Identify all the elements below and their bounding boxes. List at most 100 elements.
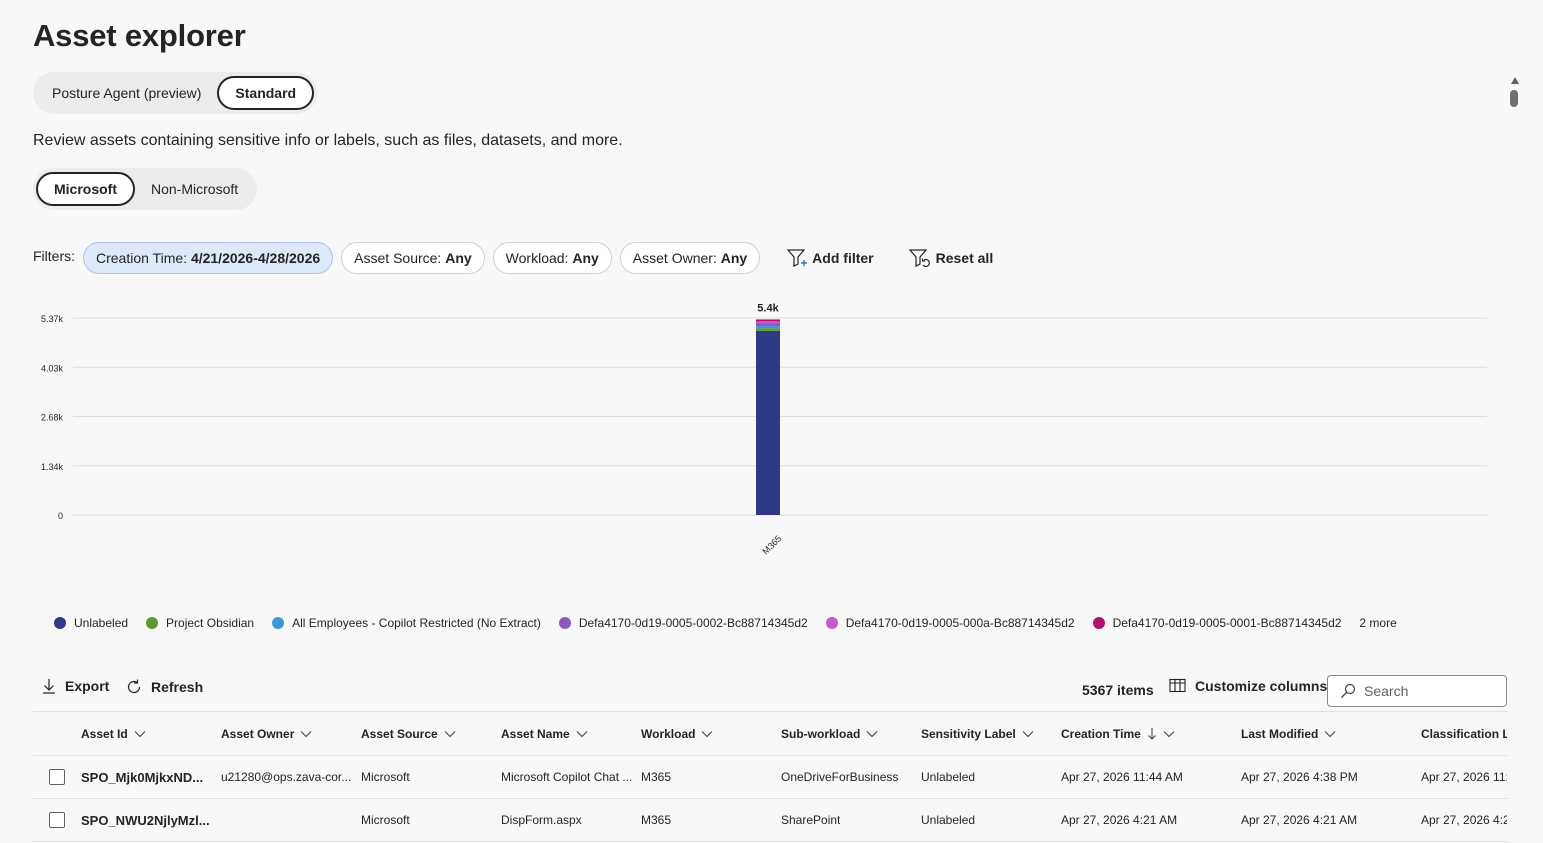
sensitivity-label-cell: Unlabeled xyxy=(921,813,976,827)
asset-owner-cell: u21280@ops.zava-cor... xyxy=(221,770,352,784)
asset-id-cell[interactable]: SPO_NWU2NjlyMzl... xyxy=(81,812,210,828)
table-row[interactable]: SPO_Mjk0MjkxND... u21280@ops.zava-cor...… xyxy=(33,756,1507,799)
legend-dot xyxy=(272,617,285,629)
classification-cell: Apr 27, 2026 4:2 xyxy=(1421,813,1507,827)
workload-cell: M365 xyxy=(641,813,672,827)
filter-asset-source[interactable]: Asset Source: Any xyxy=(341,242,485,274)
legend-label: Unlabeled xyxy=(74,616,129,630)
asset-bar-chart: 0 1.34k 2.68k 4.03k 5.37k 5.4k M365 xyxy=(41,302,1487,556)
legend-label: Defa4170-0d19-0005-000a-Bc88714345d2 xyxy=(845,616,1075,630)
legend-item[interactable]: Defa4170-0d19-0005-0002-Bc88714345d2 xyxy=(558,616,808,630)
legend-dot xyxy=(54,617,66,629)
tab-microsoft[interactable]: Microsoft xyxy=(36,172,135,206)
items-count: 5367 items xyxy=(1082,682,1154,698)
col-creation-time[interactable]: Creation Time xyxy=(1061,712,1175,755)
col-classification-label[interactable]: Classification La xyxy=(1421,726,1507,741)
bar-segment[interactable] xyxy=(756,328,780,331)
y-tick-label: 4.03k xyxy=(41,363,64,373)
table-header-row: Asset Id Asset Owner Asset Source Asset … xyxy=(33,712,1507,756)
mode-toggle: Posture Agent (preview) Standard xyxy=(33,72,318,114)
customize-columns-button[interactable]: Customize columns xyxy=(1169,678,1327,694)
refresh-button[interactable]: Refresh xyxy=(125,678,203,696)
search-input[interactable]: Search xyxy=(1327,675,1507,707)
download-icon xyxy=(43,679,55,694)
table-toolbar: Export Refresh 5367 items Customize colu… xyxy=(33,672,1507,710)
asset-source-cell: Microsoft xyxy=(361,770,410,784)
chevron-down-icon xyxy=(1163,730,1175,737)
export-button[interactable]: Export xyxy=(41,678,109,694)
tab-standard[interactable]: Standard xyxy=(217,76,315,110)
workload-cell: M365 xyxy=(641,770,672,784)
sort-descending-icon xyxy=(1147,727,1156,740)
legend-more-button[interactable]: 2 more xyxy=(1359,616,1397,630)
x-tick-label: M365 xyxy=(760,533,783,556)
sub-workload-cell: SharePoint xyxy=(781,813,841,827)
col-sensitivity-label[interactable]: Sensitivity Label xyxy=(921,712,1034,755)
tab-posture-agent[interactable]: Posture Agent (preview) xyxy=(52,85,202,101)
reset-all-button[interactable]: Reset all xyxy=(908,247,993,269)
add-filter-button[interactable]: Add filter xyxy=(786,247,874,269)
scroll-up-icon[interactable] xyxy=(1511,77,1519,84)
filter-add-icon xyxy=(786,249,808,267)
creation-time-cell: Apr 27, 2026 11:44 AM xyxy=(1061,770,1183,784)
col-workload[interactable]: Workload xyxy=(641,712,713,755)
sensitivity-label-cell: Unlabeled xyxy=(921,770,976,784)
bar-segment[interactable] xyxy=(756,323,780,327)
bar-segment[interactable] xyxy=(756,326,780,329)
chevron-down-icon xyxy=(1022,730,1034,737)
asset-name-cell: DispForm.aspx xyxy=(501,813,582,827)
filters-label: Filters: xyxy=(33,248,75,264)
chevron-down-icon xyxy=(1324,730,1336,737)
asset-id-cell[interactable]: SPO_Mjk0MjkxND... xyxy=(81,769,204,785)
legend-item[interactable]: Project Obsidian xyxy=(146,616,254,630)
page-description: Review assets containing sensitive info … xyxy=(33,132,623,149)
filter-reset-icon xyxy=(908,249,930,268)
legend-item[interactable]: Unlabeled xyxy=(54,616,128,630)
col-asset-owner[interactable]: Asset Owner xyxy=(221,712,312,755)
filter-workload[interactable]: Workload: Any xyxy=(492,242,612,274)
last-modified-cell: Apr 27, 2026 4:38 PM xyxy=(1241,770,1358,784)
source-toggle: Microsoft Non-Microsoft xyxy=(33,168,258,210)
page-scrollbar[interactable] xyxy=(1507,70,1523,843)
filter-bar: Filters: Creation Time: 4/21/2026-4/28/2… xyxy=(33,242,993,274)
y-tick-label: 0 xyxy=(58,511,63,521)
legend-label: Project Obsidian xyxy=(166,616,255,630)
scroll-thumb[interactable] xyxy=(1510,90,1518,107)
chevron-down-icon xyxy=(866,730,878,737)
chevron-down-icon xyxy=(702,730,713,737)
bar-total-label: 5.4k xyxy=(757,302,779,314)
filter-creation-time[interactable]: Creation Time: 4/21/2026-4/28/2026 xyxy=(83,242,334,274)
table-row[interactable]: SPO_NWU2NjlyMzl... Microsoft DispForm.as… xyxy=(33,799,1507,842)
classification-cell: Apr 27, 2026 11: xyxy=(1421,770,1507,784)
sub-workload-cell: OneDriveForBusiness xyxy=(781,770,899,784)
y-tick-label: 5.37k xyxy=(41,314,64,324)
last-modified-cell: Apr 27, 2026 4:21 AM xyxy=(1241,813,1358,827)
legend-label: Defa4170-0d19-0005-0001-Bc88714345d2 xyxy=(1112,616,1342,630)
search-icon xyxy=(1341,683,1356,698)
legend-item[interactable]: All Employees - Copilot Restricted (No E… xyxy=(272,616,541,630)
y-tick-label: 1.34k xyxy=(41,462,64,472)
col-asset-name[interactable]: Asset Name xyxy=(501,712,588,755)
legend-dot xyxy=(825,617,838,629)
legend-dot xyxy=(558,617,571,629)
col-last-modified[interactable]: Last Modified xyxy=(1241,712,1336,755)
refresh-icon xyxy=(127,679,141,694)
chevron-down-icon xyxy=(576,730,588,737)
tab-non-microsoft[interactable]: Non-Microsoft xyxy=(151,181,239,197)
bar-segment[interactable] xyxy=(756,330,780,515)
col-asset-id[interactable]: Asset Id xyxy=(81,712,146,755)
legend-dot xyxy=(1092,617,1105,629)
row-checkbox[interactable] xyxy=(49,799,65,841)
col-sub-workload[interactable]: Sub-workload xyxy=(781,712,878,755)
col-asset-source[interactable]: Asset Source xyxy=(361,712,456,755)
filter-asset-owner[interactable]: Asset Owner: Any xyxy=(619,242,761,274)
legend-dot xyxy=(146,617,159,629)
y-tick-label: 2.68k xyxy=(41,413,64,423)
asset-source-cell: Microsoft xyxy=(361,813,410,827)
bar-segment[interactable] xyxy=(756,319,780,322)
row-checkbox[interactable] xyxy=(49,756,65,798)
bar-segment[interactable] xyxy=(756,321,780,324)
legend-item[interactable]: Defa4170-0d19-0005-0001-Bc88714345d2 xyxy=(1092,616,1342,630)
columns-icon xyxy=(1169,678,1186,693)
legend-item[interactable]: Defa4170-0d19-0005-000a-Bc88714345d2 xyxy=(825,616,1075,630)
